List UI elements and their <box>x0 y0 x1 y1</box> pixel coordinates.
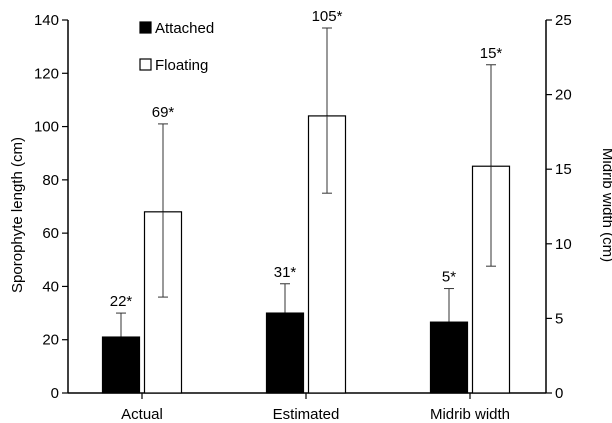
y2-tick-label: 20 <box>555 87 572 104</box>
data-label: 22* <box>110 293 133 310</box>
legend-label-attached: Attached <box>155 20 214 37</box>
y-tick-label: 60 <box>42 225 59 242</box>
legend-label-floating: Floating <box>155 57 208 74</box>
category-label: Actual <box>121 406 163 423</box>
y-axis-title: Sporophyte length (cm) <box>9 137 26 293</box>
bar-attached <box>265 312 305 394</box>
legend: Attached Floating <box>139 20 214 74</box>
y-tick-label: 80 <box>42 172 59 189</box>
axes: 0 20 40 60 80 100 120 140 0 5 10 15 20 25 Actual Estima… <box>34 12 572 423</box>
data-label: 5* <box>442 269 456 286</box>
y2-tick-label: 25 <box>555 12 572 29</box>
y-tick-label: 20 <box>42 332 59 349</box>
data-label: 69* <box>152 104 175 121</box>
data-label: 31* <box>274 264 297 281</box>
y2-tick-label: 15 <box>555 161 572 178</box>
y-tick-label: 140 <box>34 12 59 29</box>
y-tick-label: 100 <box>34 119 59 136</box>
y2-tick-label: 0 <box>555 385 563 402</box>
y2-tick-label: 10 <box>555 236 572 253</box>
data-label: 105* <box>312 8 343 25</box>
bar-attached <box>101 336 141 394</box>
category-label: Estimated <box>273 406 340 423</box>
y2-tick-label: 5 <box>555 310 563 327</box>
legend-swatch-attached <box>139 21 152 34</box>
y-tick-label: 120 <box>34 65 59 82</box>
bar-attached <box>429 321 469 394</box>
y-tick-label: 0 <box>51 385 59 402</box>
bars: 22* 69* 31* 105* 5* 15* <box>101 8 511 394</box>
y-tick-label: 40 <box>42 278 59 295</box>
category-label: Midrib width <box>430 406 510 423</box>
data-label: 15* <box>480 45 503 62</box>
y2-axis-title: Midrib width (cm) <box>599 148 612 262</box>
legend-swatch-floating <box>139 58 152 71</box>
